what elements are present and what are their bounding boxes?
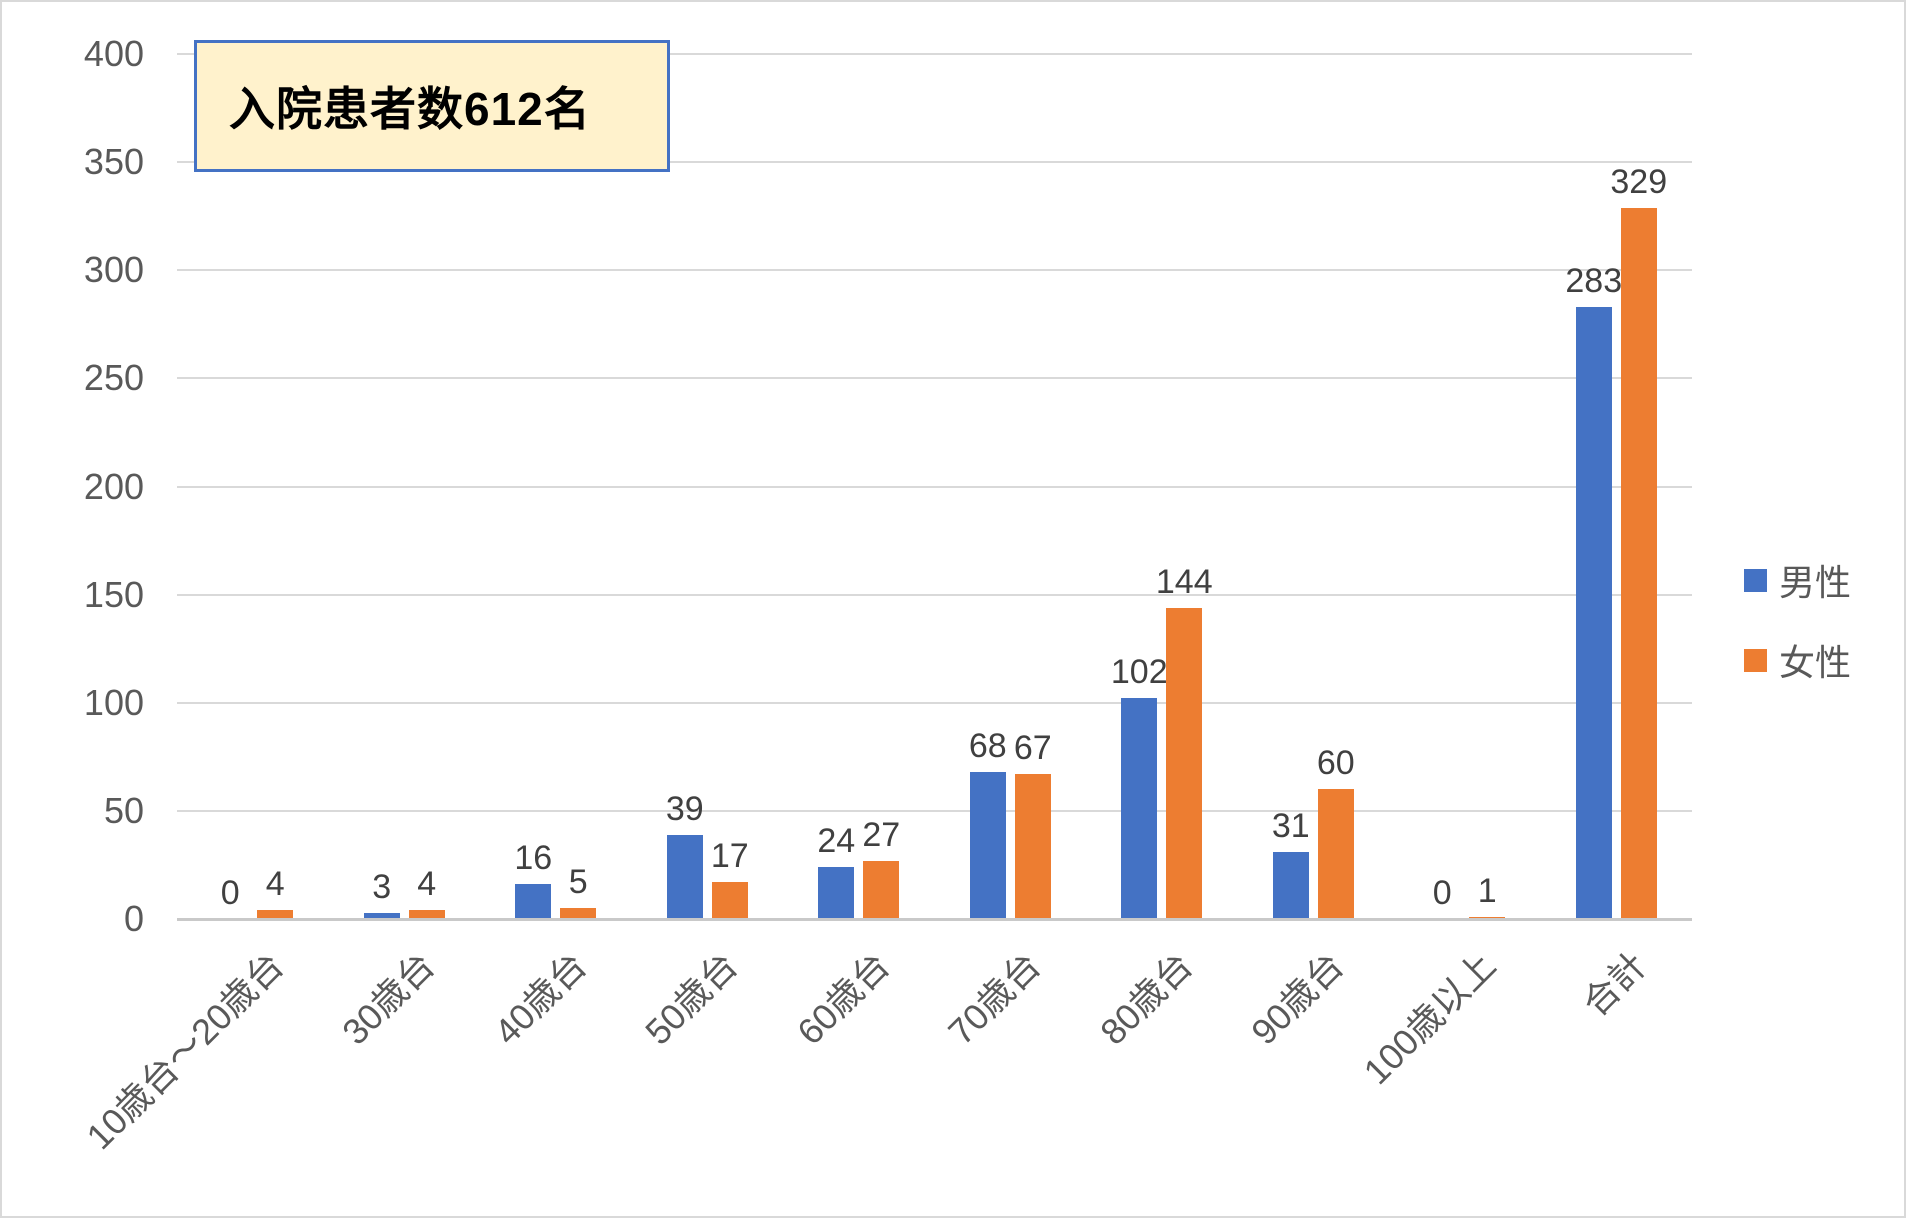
gridline-50 <box>177 809 1692 812</box>
x-tick-label-5: 60歳台 <box>788 944 898 1053</box>
data-label-female-6: 67 <box>1013 729 1052 768</box>
bar-group-6: 68 67 <box>935 54 1087 919</box>
bar-male-7[interactable]: 102 <box>1111 654 1168 919</box>
y-tick-label-100: 100 <box>83 681 144 723</box>
x-tick-label-3: 40歳台 <box>485 944 595 1053</box>
data-label-female-3: 5 <box>568 863 588 902</box>
bar-male-3[interactable]: 16 <box>514 840 552 919</box>
x-tick-label-1: 10歳台～20歳台 <box>78 944 292 1158</box>
chart-title-box[interactable]: 入院患者数612名 <box>194 40 670 172</box>
legend-label-male: 男性 <box>1779 562 1852 603</box>
bar-group-5: 24 27 <box>783 54 935 919</box>
x-tick-label-9: 100歳以上 <box>1355 944 1504 1093</box>
legend-label-female: 女性 <box>1779 642 1852 683</box>
bar-group-4: 39 17 <box>632 54 784 919</box>
bar-group-8: 31 60 <box>1238 54 1390 919</box>
data-label-male-8: 31 <box>1271 806 1310 845</box>
gridline-400 <box>177 53 1692 55</box>
data-label-female-5: 27 <box>862 815 901 854</box>
bar-male-10[interactable]: 283 <box>1565 263 1622 919</box>
legend-item-female[interactable]: 女性 <box>1744 634 1851 686</box>
data-label-female-2: 4 <box>417 865 437 904</box>
y-tick-label-350: 350 <box>83 141 144 183</box>
legend-swatch-female <box>1744 648 1767 672</box>
data-label-male-7: 102 <box>1110 653 1168 692</box>
bar-male-2[interactable]: 3 <box>363 869 400 919</box>
data-label-female-4: 17 <box>710 837 749 876</box>
bar-female-5[interactable]: 27 <box>862 817 900 919</box>
legend-item-male[interactable]: 男性 <box>1744 554 1851 606</box>
data-label-female-7: 144 <box>1155 562 1213 601</box>
y-tick-label-150: 150 <box>83 573 144 615</box>
data-label-male-4: 39 <box>665 789 704 828</box>
bar-group-7: 102 144 <box>1086 54 1238 919</box>
gridline-350 <box>177 161 1692 164</box>
bar-groups: 0 4 3 4 16 5 39 17 24 27 68 67 102 144 31 60 0 1 283 329 <box>177 54 1692 919</box>
x-tick-label-8: 90歳台 <box>1243 944 1352 1053</box>
bar-female-7[interactable]: 144 <box>1156 564 1213 919</box>
bar-group-10: 283 329 <box>1541 54 1693 919</box>
bar-female-2[interactable]: 4 <box>408 866 445 919</box>
data-label-female-1: 4 <box>265 865 285 904</box>
gridline-200 <box>177 485 1692 488</box>
gridline-100 <box>177 701 1692 704</box>
legend-swatch-male <box>1744 568 1767 592</box>
bar-female-3[interactable]: 5 <box>560 864 597 919</box>
data-label-male-3: 16 <box>514 839 553 878</box>
bar-female-6[interactable]: 67 <box>1014 730 1052 919</box>
gridline-300 <box>177 269 1692 272</box>
y-tick-label-0: 0 <box>123 898 144 939</box>
bar-group-3: 16 5 <box>480 54 632 919</box>
chart-title: 入院患者数612名 <box>229 83 591 135</box>
data-label-male-9: 0 <box>1432 874 1452 912</box>
bar-female-9[interactable]: 1 <box>1469 873 1506 919</box>
bar-female-8[interactable]: 60 <box>1317 745 1355 919</box>
y-tick-label-50: 50 <box>103 789 144 831</box>
plot-area: 0 4 3 4 16 5 39 17 24 27 68 67 102 144 31 60 0 1 283 329 <box>177 53 1692 921</box>
legend: 男性 女性 <box>1744 554 1851 686</box>
y-tick-label-300: 300 <box>83 249 144 291</box>
data-label-male-2: 3 <box>372 867 392 906</box>
y-tick-label-400: 400 <box>83 33 144 74</box>
gridline-250 <box>177 377 1692 380</box>
y-tick-label-200: 200 <box>83 465 144 507</box>
x-tick-label-10: 合計 <box>1574 944 1655 1025</box>
data-label-female-8: 60 <box>1316 744 1355 783</box>
data-label-male-6: 68 <box>968 726 1007 765</box>
x-tick-label-7: 80歳台 <box>1091 944 1201 1053</box>
data-label-female-9: 1 <box>1477 871 1497 910</box>
bar-male-4[interactable]: 39 <box>666 791 704 919</box>
y-tick-label-250: 250 <box>83 357 144 399</box>
bar-female-10[interactable]: 329 <box>1610 164 1667 919</box>
bar-male-8[interactable]: 31 <box>1272 808 1310 919</box>
x-tick-label-6: 70歳台 <box>940 944 1049 1053</box>
gridline-150 <box>177 593 1692 596</box>
data-label-male-10: 283 <box>1565 262 1623 301</box>
x-tick-label-2: 30歳台 <box>334 944 443 1053</box>
x-axis-line <box>177 918 1692 921</box>
bar-male-6[interactable]: 68 <box>969 728 1007 919</box>
x-tick-label-4: 50歳台 <box>637 944 746 1053</box>
bar-female-1[interactable]: 4 <box>257 866 294 919</box>
bar-male-5[interactable]: 24 <box>817 823 855 919</box>
bar-female-4[interactable]: 17 <box>711 838 749 919</box>
data-label-female-10: 329 <box>1610 162 1668 201</box>
data-label-male-1: 0 <box>220 874 240 912</box>
data-label-male-5: 24 <box>817 822 856 861</box>
